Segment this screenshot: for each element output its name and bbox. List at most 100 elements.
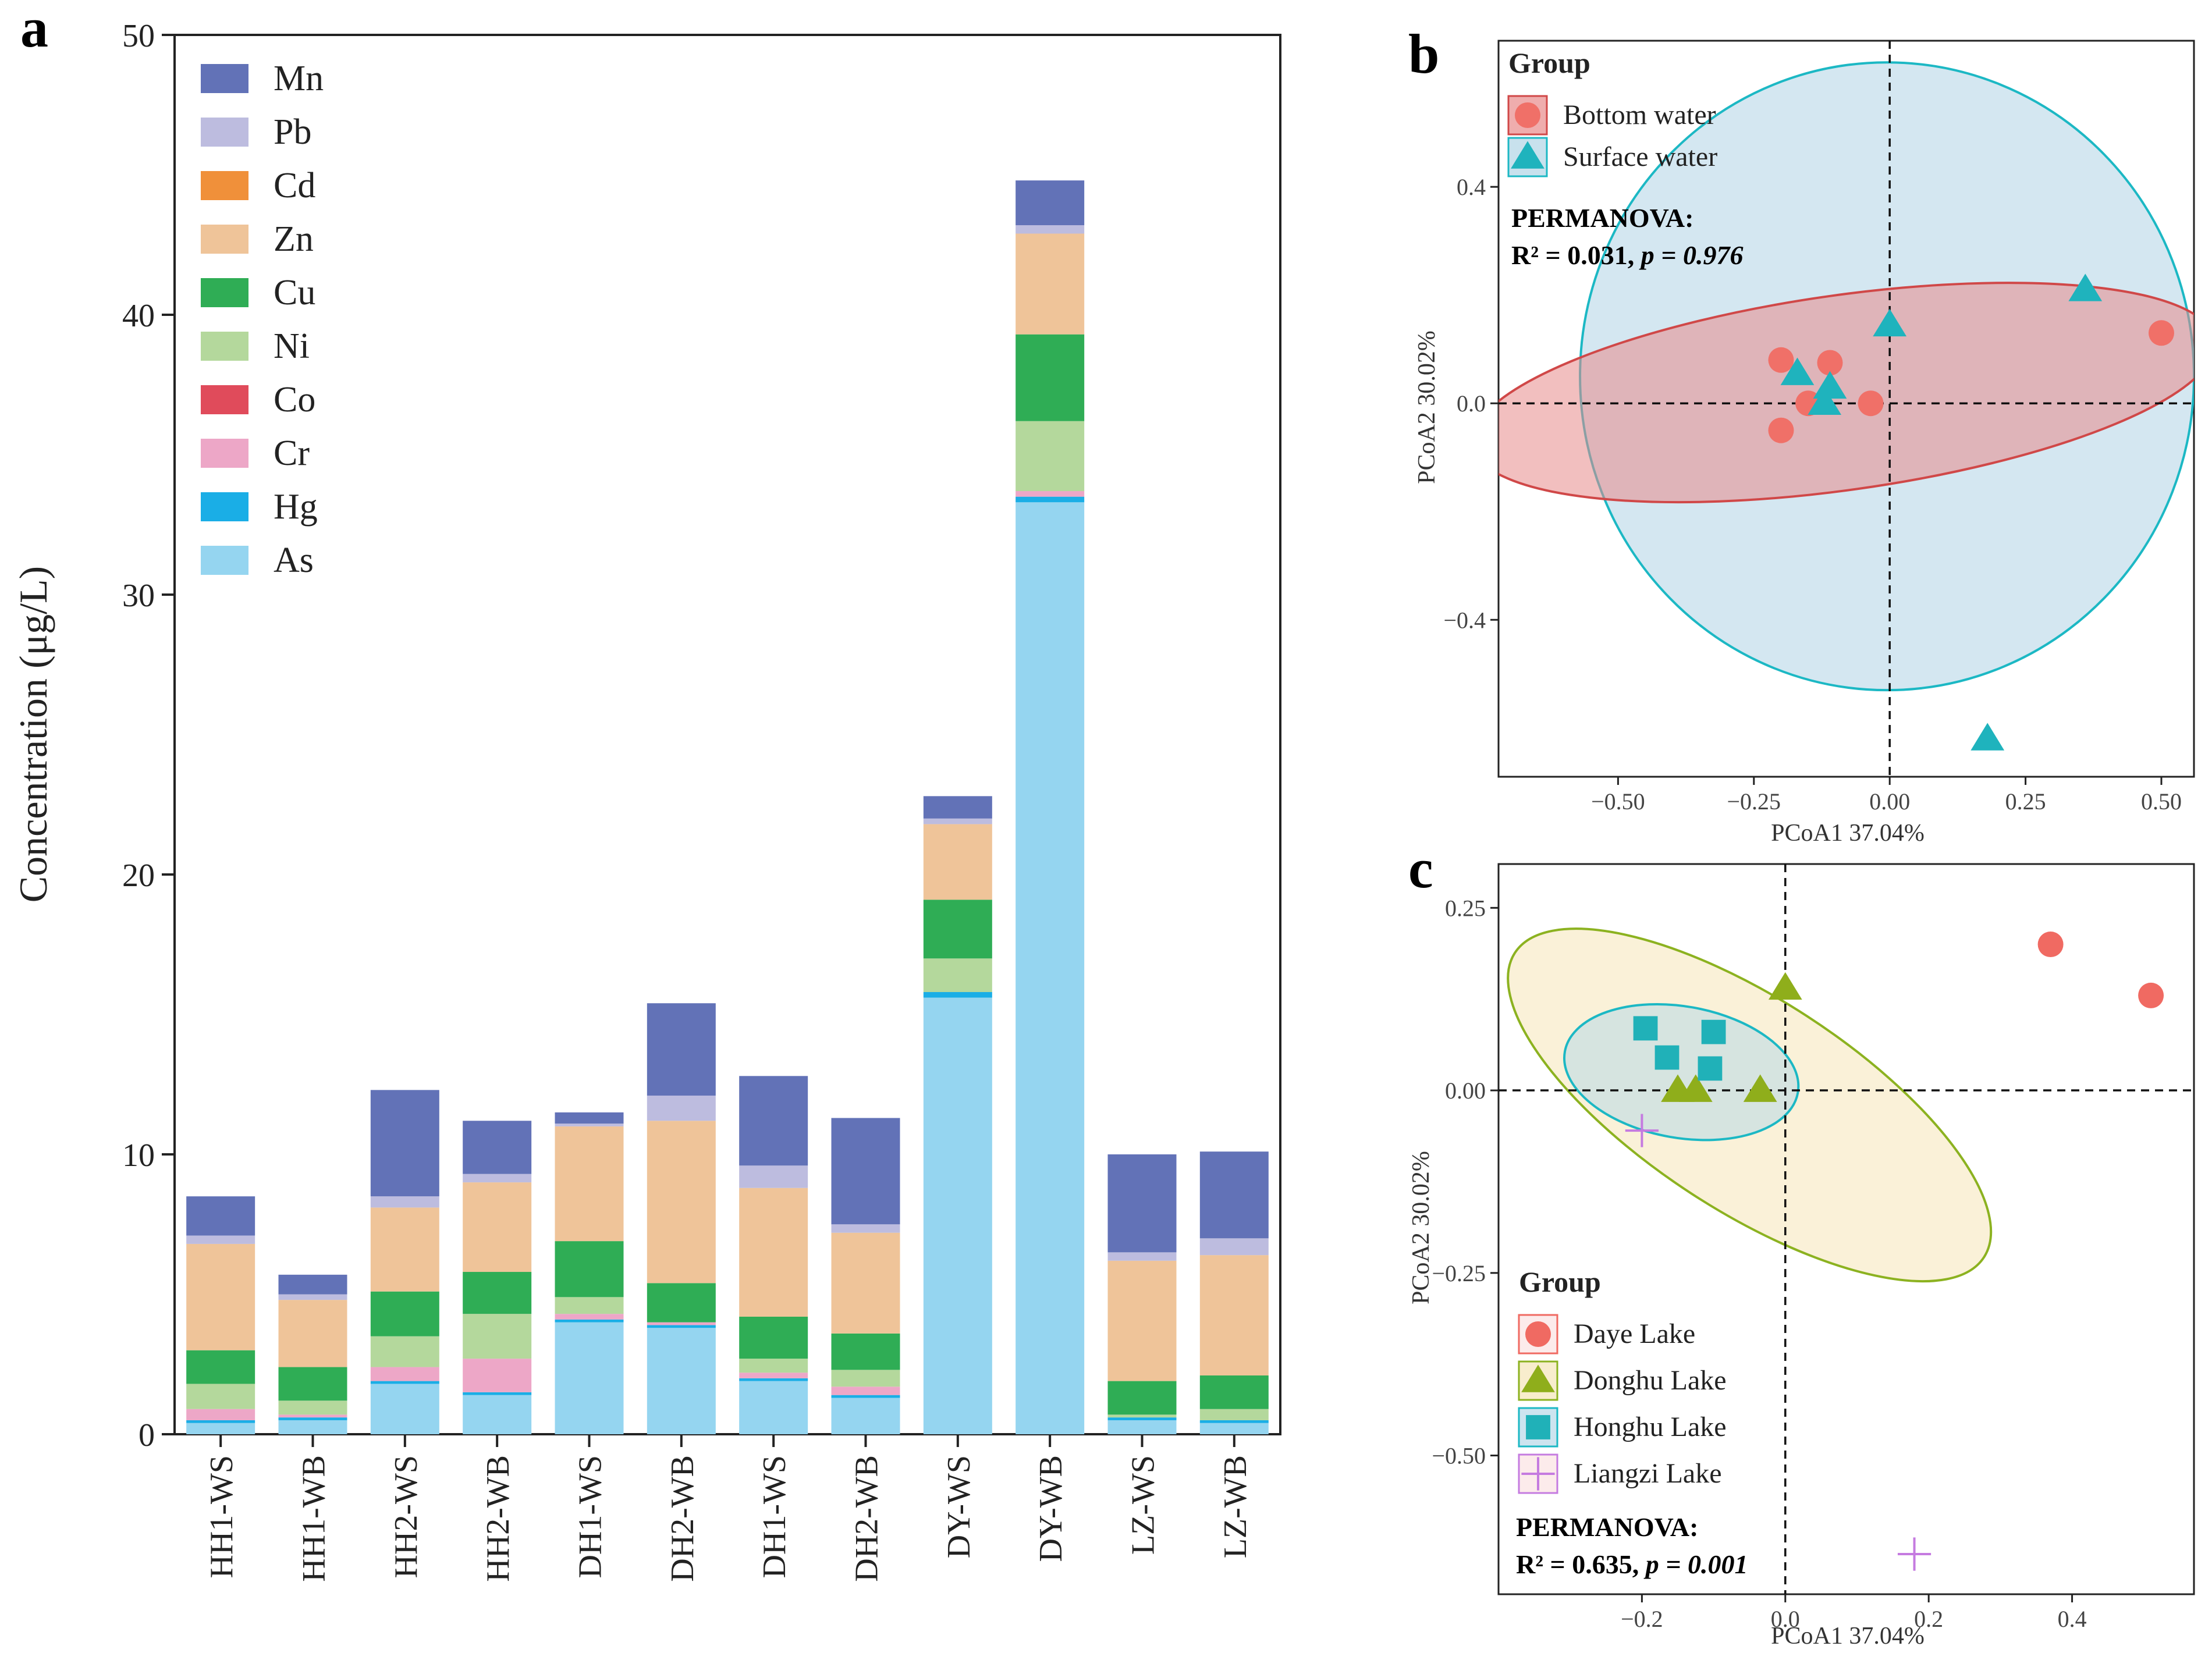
bar-segment-as [923, 997, 992, 1434]
panel-label-c: c [1408, 837, 1433, 900]
legend-swatch-zn [201, 225, 248, 254]
r2-value: R² = 0.635, [1516, 1549, 1646, 1579]
bar-segment-cu [923, 900, 992, 959]
legend-label-co: Co [274, 380, 315, 420]
panelc-clipped-area [1499, 864, 2194, 1594]
legend-label-cd: Cd [274, 166, 315, 205]
bar-segment-cu [1199, 1375, 1269, 1409]
confidence-ellipse-bottom-water [1499, 282, 2194, 504]
bar-segment-ni [555, 1297, 624, 1314]
bar-segment-mn [923, 796, 992, 819]
legend-swatch-co [201, 385, 248, 414]
bar-segment-pb [923, 818, 992, 824]
panelc-legend: Group Daye Lake Donghu Lake Honghu Lake Lian… [1518, 1265, 1727, 1494]
bar-segment-hg [1199, 1420, 1269, 1423]
legend-label-mn: Mn [274, 59, 324, 98]
point-surface-water [1813, 371, 1847, 399]
legend-label-cu: Cu [274, 273, 315, 312]
bar-segment-zn [186, 1243, 255, 1350]
bar-segment-as [1016, 502, 1085, 1434]
bar-segment-as [186, 1423, 255, 1434]
bar-segment-as [463, 1395, 532, 1434]
legend-label-as: As [274, 541, 314, 580]
legend-label-hg: Hg [274, 487, 318, 527]
panel-c-pcoa-lakes: c −0.2 0.0 0.2 0.4 −0.50 −0.25 0.00 0.25 Group Da… [1408, 837, 2195, 1650]
bar-segment-mn [1199, 1151, 1269, 1239]
bar-segment-hg [923, 992, 992, 998]
bar-segment-zn [1016, 233, 1085, 335]
legend-swatch-cu [201, 278, 248, 307]
point-surface-water [1970, 723, 2005, 751]
bar-segment-cu [1016, 334, 1085, 421]
bar-segment-ni [1016, 421, 1085, 492]
a-x-tick-label: DY-WS [941, 1455, 977, 1558]
bar-segment-ni [1199, 1409, 1269, 1420]
legend-label-pb: Pb [274, 112, 311, 152]
panelc-legend-marker [1525, 1321, 1551, 1347]
point-surface-water [1780, 357, 1815, 385]
bar-segment-zn [647, 1121, 716, 1284]
bar-segment-zn [278, 1300, 347, 1367]
c-plot-content: −0.2 0.0 0.2 0.4 −0.50 −0.25 0.00 0.25 Group Daye… [1432, 864, 2194, 1632]
legend-swatch-mn [201, 64, 248, 93]
bar-segment-as [370, 1384, 439, 1434]
legend-swatch-ni [201, 332, 248, 361]
a-x-tick-label: DH1-WS [573, 1455, 609, 1579]
point-liangzi-lake [1897, 1537, 1931, 1571]
bar-segment-zn [1107, 1260, 1177, 1381]
bar-segment-cr [555, 1314, 624, 1320]
bar-segment-pb [1016, 225, 1085, 234]
bar-segment-zn [555, 1126, 624, 1242]
bar-segment-zn [1199, 1255, 1269, 1375]
panelc-legend-label: Donghu Lake [1574, 1365, 1727, 1396]
bar-segment-as [831, 1398, 900, 1434]
point-honghu-lake [1698, 1056, 1723, 1081]
panelb-x-tick-label: 0.50 [2141, 788, 2182, 815]
panelb-permanova-result: R² = 0.031, p = 0.976 [1511, 240, 1743, 270]
panelb-clipped-area [1499, 41, 2194, 777]
a-x-tick-label: HH2-WS [388, 1455, 424, 1579]
a-y-tick-label: 0 [139, 1417, 155, 1453]
bar-segment-cu [278, 1367, 347, 1401]
a-legend: Mn Pb Cd Zn Cu Ni Co Cr Hg As [201, 59, 324, 580]
bar-segment-cr [370, 1367, 439, 1381]
a-y-tick-label: 40 [122, 298, 155, 334]
a-x-tick-label: LZ-WB [1217, 1455, 1254, 1558]
c-x-axis-title: PCoA1 37.04% [1771, 1623, 1925, 1650]
legend-label-cr: Cr [274, 433, 310, 473]
legend-swatch-cd [201, 171, 248, 200]
panelb-y-tick-label: −0.4 [1443, 607, 1486, 633]
panelb-x-tick-label: 0.00 [1869, 788, 1910, 815]
point-honghu-lake [1701, 1019, 1726, 1044]
bar-segment-cu [555, 1241, 624, 1297]
point-honghu-lake [1633, 1016, 1658, 1041]
panelc-y-tick-label: 0.00 [1445, 1078, 1486, 1104]
panelc-permanova-title: PERMANOVA: [1516, 1512, 1698, 1542]
bar-segment-hg [278, 1417, 347, 1420]
point-donghu-lake [1678, 1074, 1713, 1102]
point-daye-lake [2037, 932, 2064, 958]
panelc-legend-marker [1526, 1415, 1550, 1439]
point-honghu-lake [1654, 1045, 1680, 1070]
bar-segment-hg [370, 1381, 439, 1384]
plot-a-frame [173, 34, 1281, 1435]
bar-segment-cu [1107, 1381, 1177, 1415]
bar-segment-mn [1107, 1154, 1177, 1253]
panelc-legend-label: Liangzi Lake [1574, 1458, 1722, 1489]
panelc-y-tick-label: −0.50 [1432, 1443, 1486, 1469]
bar-segment-pb [831, 1224, 900, 1233]
bar-segment-hg [647, 1325, 716, 1328]
a-x-tick-label: DH2-WB [849, 1455, 885, 1582]
bar-segment-ni [831, 1370, 900, 1387]
panelc-permanova: PERMANOVA: R² = 0.635, p = 0.001 [1516, 1512, 1748, 1579]
panelb-legend-marker [1515, 102, 1540, 128]
p-value: p = 0.001 [1643, 1549, 1748, 1579]
legend-swatch-pb [201, 118, 248, 147]
point-surface-water [1873, 308, 1907, 337]
point-bottom-water [1858, 390, 1884, 417]
bar-segment-ni [463, 1314, 532, 1359]
panelb-legend-label: Surface water [1563, 141, 1717, 172]
legend-swatch-hg [201, 492, 248, 521]
bar-segment-cr [278, 1414, 347, 1418]
bar-segment-hg [186, 1420, 255, 1423]
